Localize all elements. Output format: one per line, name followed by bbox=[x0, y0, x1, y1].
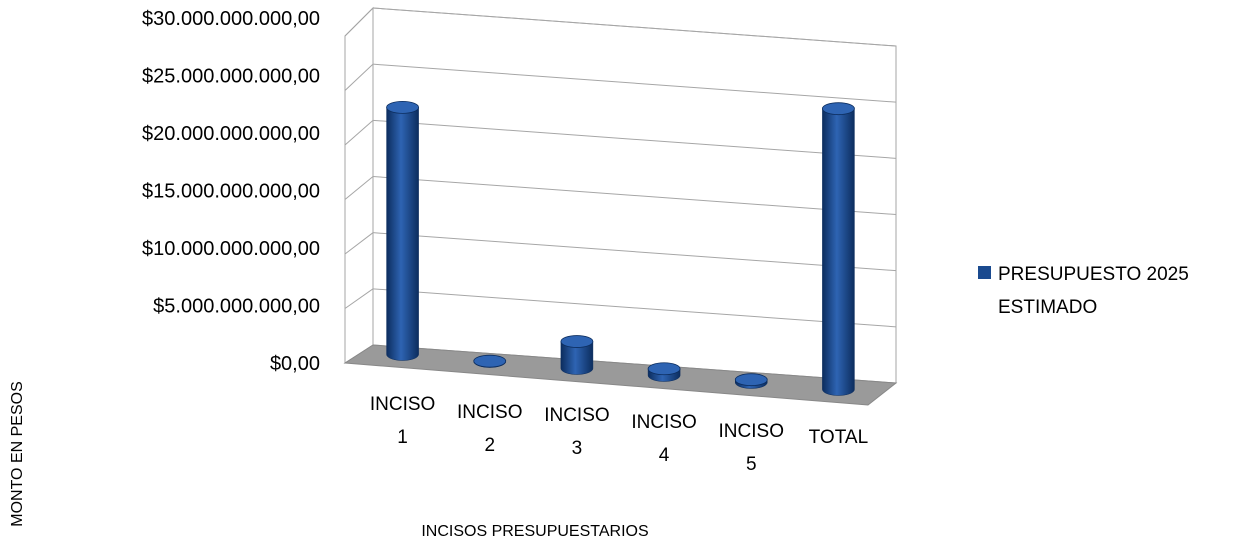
x-tick-label: TOTAL bbox=[809, 427, 868, 448]
x-tick-label: INCISO 3 bbox=[544, 405, 609, 459]
x-tick-label-line: INCISO bbox=[370, 394, 435, 415]
x-tick-label: INCISO 5 bbox=[719, 421, 784, 475]
x-tick-label-line: TOTAL bbox=[809, 427, 868, 448]
bar-top bbox=[560, 335, 594, 348]
x-tick-label-line: 2 bbox=[484, 435, 495, 456]
bar-cylinder bbox=[822, 102, 855, 396]
bar-series bbox=[386, 100, 855, 396]
gridline bbox=[372, 232, 897, 272]
x-axis-title: INCISOS PRESUPUESTARIOS bbox=[421, 523, 648, 540]
side-gridline bbox=[344, 7, 374, 37]
gridline bbox=[372, 119, 897, 159]
legend-label-line-2: ESTIMADO bbox=[998, 297, 1097, 318]
bar-cylinder bbox=[473, 354, 507, 368]
y-tick-label: $10.000.000.000,00 bbox=[142, 238, 320, 260]
y-tick-label: $15.000.000.000,00 bbox=[142, 181, 320, 203]
bar-cylinder bbox=[560, 335, 594, 375]
x-tick-label-line: INCISO bbox=[457, 402, 522, 423]
side-gridline bbox=[344, 232, 374, 255]
bar-body bbox=[822, 108, 855, 396]
chart-walls bbox=[343, 6, 898, 406]
x-tick-label-line: 5 bbox=[746, 454, 757, 475]
side-gridline bbox=[344, 119, 374, 146]
gridline bbox=[372, 176, 897, 215]
bar-top bbox=[822, 102, 855, 116]
x-tick-label-line: INCISO bbox=[631, 412, 696, 433]
legend: PRESUPUESTO 2025 ESTIMADO bbox=[978, 264, 1189, 318]
bar-top bbox=[473, 354, 507, 368]
gridline bbox=[372, 288, 897, 328]
bar-body bbox=[386, 107, 419, 361]
bar-body bbox=[560, 341, 594, 375]
x-tick-label-line: INCISO bbox=[544, 405, 609, 426]
y-tick-label: $0,00 bbox=[270, 353, 320, 375]
side-gridline bbox=[344, 288, 374, 309]
y-axis-title: MONTO EN PESOS bbox=[9, 381, 26, 527]
legend-swatch bbox=[978, 266, 991, 279]
bar-top bbox=[386, 100, 419, 114]
side-gridline bbox=[344, 63, 374, 91]
y-tick-label: $5.000.000.000,00 bbox=[153, 296, 320, 318]
legend-label-line-1: PRESUPUESTO 2025 bbox=[998, 264, 1189, 285]
bar-top bbox=[647, 362, 681, 376]
gridline bbox=[372, 7, 897, 47]
x-tick-label-line: 4 bbox=[659, 445, 670, 466]
bar-top bbox=[734, 373, 768, 387]
gridline bbox=[372, 63, 897, 103]
x-tick-label: INCISO 4 bbox=[631, 412, 696, 466]
x-tick-label: INCISO 1 bbox=[370, 394, 435, 448]
x-tick-label-line: INCISO bbox=[719, 421, 784, 442]
gridlines bbox=[344, 7, 897, 328]
y-tick-label: $30.000.000.000,00 bbox=[142, 8, 320, 30]
x-tick-label-line: 1 bbox=[397, 427, 408, 448]
y-tick-label: $25.000.000.000,00 bbox=[142, 66, 320, 88]
x-axis-tick-labels: INCISO 1 INCISO 2 INCISO 3 INCISO 4 INCISO 5 TOTAL bbox=[370, 394, 868, 475]
y-axis-tick-labels: $0,00 $5.000.000.000,00 $10.000.000.000,00… bbox=[142, 8, 320, 375]
side-gridline bbox=[344, 176, 374, 200]
bar-cylinder bbox=[647, 362, 681, 382]
bar-cylinder bbox=[386, 100, 419, 361]
x-tick-label-line: 3 bbox=[572, 438, 583, 459]
x-tick-label: INCISO 2 bbox=[457, 402, 522, 456]
y-tick-label: $20.000.000.000,00 bbox=[142, 123, 320, 145]
side-wall bbox=[344, 6, 374, 364]
bar-cylinder bbox=[734, 373, 768, 389]
